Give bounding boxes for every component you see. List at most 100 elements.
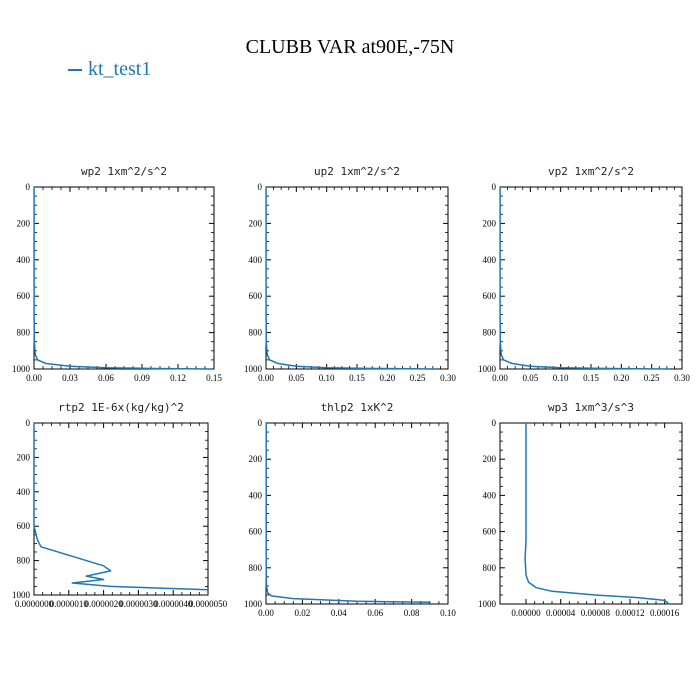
plot-frame bbox=[33, 422, 209, 596]
y-tick-label: 200 bbox=[17, 218, 31, 228]
y-tick-label: 600 bbox=[249, 527, 263, 537]
x-tick-label: 0.0000000 bbox=[15, 599, 54, 609]
y-tick-label: 200 bbox=[483, 454, 497, 464]
subplot-5: thlp2 1xK^2 0.00 0.02 0.04 0.06 0.08 0.10 0 200 4… bbox=[244, 401, 456, 618]
x-tick-label: 0.25 bbox=[644, 373, 660, 383]
plot-frame bbox=[33, 186, 215, 370]
y-tick-label: 0 bbox=[26, 182, 31, 192]
subplot-title: wp3 1xm^3/s^3 bbox=[548, 401, 634, 414]
plot-frame bbox=[499, 186, 683, 370]
y-tick-label: 400 bbox=[249, 490, 263, 500]
y-tick-label: 800 bbox=[483, 563, 497, 573]
y-tick-label: 1000 bbox=[478, 599, 497, 609]
y-tick-label: 1000 bbox=[244, 364, 263, 374]
y-tick-label: 200 bbox=[483, 218, 497, 228]
y-tick-label: 400 bbox=[483, 490, 497, 500]
x-tick-label: 0.0000050 bbox=[189, 599, 228, 609]
x-tick-label: 0.15 bbox=[349, 373, 365, 383]
x-tick-label: 0.00 bbox=[492, 373, 508, 383]
y-tick-label: 800 bbox=[483, 328, 497, 338]
x-tick-label: 0.03 bbox=[62, 373, 78, 383]
y-tick-label: 800 bbox=[249, 328, 263, 338]
subplot-title: rtp2 1E-6x(kg/kg)^2 bbox=[58, 401, 184, 414]
y-tick-label: 0 bbox=[258, 418, 263, 428]
y-tick-label: 200 bbox=[17, 452, 31, 462]
plot-frame bbox=[265, 186, 449, 370]
x-tick-label: 0.00 bbox=[258, 373, 274, 383]
x-tick-label: 0.0000040 bbox=[154, 599, 193, 609]
x-tick-label: 0.05 bbox=[288, 373, 304, 383]
x-tick-label: 0.30 bbox=[674, 373, 690, 383]
y-tick-label: 200 bbox=[249, 454, 263, 464]
x-tick-label: 0.12 bbox=[170, 373, 186, 383]
y-tick-label: 1000 bbox=[12, 364, 31, 374]
legend: kt_test1 bbox=[68, 58, 151, 81]
y-tick-label: 0 bbox=[492, 418, 497, 428]
x-tick-label: 0.02 bbox=[295, 608, 311, 618]
legend-swatch bbox=[68, 68, 82, 71]
y-tick-label: 600 bbox=[17, 291, 31, 301]
y-tick-label: 600 bbox=[483, 527, 497, 537]
subplot-6: wp3 1xm^3/s^3 0.00000 0.00004 0.00008 0.0001… bbox=[478, 401, 683, 618]
x-tick-label: 0.09 bbox=[134, 373, 150, 383]
y-tick-label: 400 bbox=[483, 255, 497, 265]
y-tick-label: 800 bbox=[17, 328, 31, 338]
y-tick-label: 0 bbox=[492, 182, 497, 192]
series-line bbox=[265, 423, 430, 603]
subplot-title: wp2 1xm^2/s^2 bbox=[81, 165, 167, 178]
x-tick-label: 0.0000020 bbox=[84, 599, 123, 609]
series-line bbox=[499, 187, 670, 370]
y-tick-label: 0 bbox=[258, 182, 263, 192]
y-tick-label: 800 bbox=[249, 563, 263, 573]
series-line bbox=[33, 423, 209, 591]
subplot-1: wp2 1xm^2/s^2 0.00 0.03 0.06 0.09 0.12 0.15 0 20… bbox=[12, 165, 222, 383]
x-tick-label: 0.00000 bbox=[511, 608, 541, 618]
chart-title: CLUBB VAR at90E,-75N bbox=[245, 36, 455, 58]
x-tick-label: 0.30 bbox=[440, 373, 456, 383]
y-tick-label: 600 bbox=[249, 291, 263, 301]
x-tick-label: 0.08 bbox=[404, 608, 420, 618]
y-tick-label: 600 bbox=[483, 291, 497, 301]
series-line bbox=[524, 423, 670, 605]
x-tick-label: 0.10 bbox=[553, 373, 569, 383]
x-tick-label: 0.0000030 bbox=[119, 599, 158, 609]
x-tick-label: 0.06 bbox=[98, 373, 114, 383]
x-tick-label: 0.15 bbox=[583, 373, 599, 383]
x-tick-label: 0.00004 bbox=[546, 608, 576, 618]
subplot-title: vp2 1xm^2/s^2 bbox=[548, 165, 634, 178]
x-tick-label: 0.25 bbox=[410, 373, 426, 383]
y-tick-label: 400 bbox=[17, 487, 31, 497]
y-tick-label: 400 bbox=[249, 255, 263, 265]
x-tick-label: 0.00 bbox=[258, 608, 274, 618]
subplot-3: vp2 1xm^2/s^2 0.00 0.05 0.10 0.15 0.20 0.25 0.3… bbox=[478, 165, 690, 383]
y-tick-label: 200 bbox=[249, 218, 263, 228]
series-line bbox=[33, 187, 212, 370]
y-tick-label: 800 bbox=[17, 556, 31, 566]
y-tick-label: 1000 bbox=[12, 590, 31, 600]
y-tick-label: 400 bbox=[17, 255, 31, 265]
x-tick-label: 0.0000010 bbox=[50, 599, 89, 609]
x-tick-label: 0.04 bbox=[331, 608, 347, 618]
plot-frame bbox=[265, 422, 449, 605]
x-tick-label: 0.05 bbox=[522, 373, 538, 383]
x-tick-label: 0.00016 bbox=[650, 608, 680, 618]
x-tick-label: 0.15 bbox=[206, 373, 222, 383]
x-tick-label: 0.00008 bbox=[581, 608, 611, 618]
y-tick-label: 1000 bbox=[478, 364, 497, 374]
x-tick-label: 0.10 bbox=[440, 608, 456, 618]
subplot-title: thlp2 1xK^2 bbox=[321, 401, 394, 414]
x-tick-label: 0.20 bbox=[379, 373, 395, 383]
y-tick-label: 1000 bbox=[244, 599, 263, 609]
subplot-title: up2 1xm^2/s^2 bbox=[314, 165, 400, 178]
x-tick-label: 0.20 bbox=[613, 373, 629, 383]
x-tick-label: 0.00012 bbox=[615, 608, 644, 618]
legend-label: kt_test1 bbox=[88, 58, 152, 80]
series-line bbox=[265, 187, 436, 370]
x-tick-label: 0.06 bbox=[367, 608, 383, 618]
x-tick-label: 0.10 bbox=[319, 373, 335, 383]
y-tick-label: 600 bbox=[17, 521, 31, 531]
subplot-4: rtp2 1E-6x(kg/kg)^20.00000000.00000100.0… bbox=[12, 401, 228, 609]
subplot-2: up2 1xm^2/s^2 0.00 0.05 0.10 0.15 0.20 0.25 0.3… bbox=[244, 165, 456, 383]
y-tick-label: 0 bbox=[26, 418, 31, 428]
